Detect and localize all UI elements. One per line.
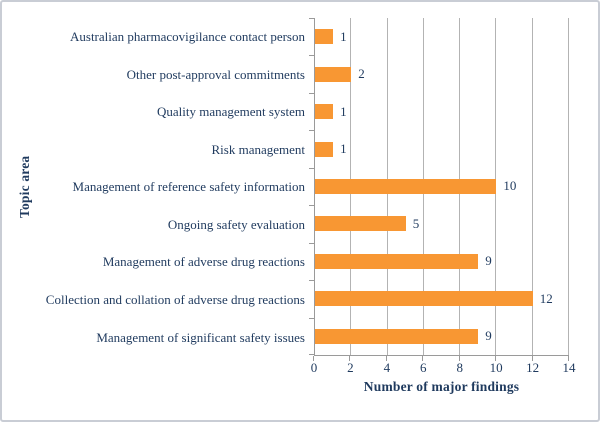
y-axis-tick-mark xyxy=(309,92,314,94)
category-label: Management of significant safety issues xyxy=(96,329,305,345)
category-label: Quality management system xyxy=(156,104,305,120)
x-axis-tick-mark xyxy=(313,356,314,361)
category-label: Risk management xyxy=(211,141,305,157)
bar-row: 12 xyxy=(315,280,569,317)
y-axis-tick-mark xyxy=(309,317,314,319)
bar xyxy=(315,178,497,194)
bar xyxy=(315,328,479,344)
x-axis-tick-mark xyxy=(495,356,497,361)
bar xyxy=(315,29,334,45)
bar-row: 1 xyxy=(315,93,569,130)
bar-value-label: 1 xyxy=(340,28,347,44)
x-axis-tick-mark xyxy=(349,356,351,361)
x-axis-title: Number of major findings xyxy=(363,379,520,394)
x-axis-ticks: 0 2 4 6 8 10 12 14 xyxy=(310,356,576,377)
bar xyxy=(315,216,406,232)
x-tick-label: 14 xyxy=(562,360,576,375)
y-axis-tick-mark xyxy=(309,167,314,169)
x-tick-label: 10 xyxy=(489,360,503,375)
x-tick-label: 4 xyxy=(383,360,391,375)
x-axis-tick-mark xyxy=(385,356,387,361)
y-axis-tick-mark xyxy=(309,280,314,282)
x-tick-label: 8 xyxy=(456,360,463,375)
bar xyxy=(315,291,533,307)
bar-value-label: 10 xyxy=(503,178,517,194)
x-tick-label: 6 xyxy=(420,360,427,375)
category-label: Management of reference safety informati… xyxy=(72,179,305,195)
y-axis-title: Topic area xyxy=(17,155,32,219)
bar-value-label: 12 xyxy=(539,290,553,306)
y-axis-tick-mark xyxy=(309,242,314,244)
bar xyxy=(315,66,352,82)
category-label: Management of adverse drug reactions xyxy=(102,254,305,270)
y-axis-tick-mark xyxy=(309,205,314,207)
bar-row: 1 xyxy=(315,18,569,55)
plot-area: 1 2 1 1 10 5 9 12 9 xyxy=(309,18,569,356)
bar-row: 5 xyxy=(315,205,569,242)
y-axis-tick-mark xyxy=(309,18,314,19)
bar-value-label: 1 xyxy=(340,103,347,119)
bar xyxy=(315,104,334,120)
bar-row: 2 xyxy=(315,55,569,92)
x-tick-label: 12 xyxy=(526,360,540,375)
bar-value-label: 5 xyxy=(412,215,420,231)
y-axis-tick-mark xyxy=(309,354,314,355)
bar-row: 10 xyxy=(315,168,569,205)
bar-value-label: 9 xyxy=(485,328,492,344)
bar-value-label: 9 xyxy=(485,253,492,269)
category-labels: Australian pharmacovigilance contact per… xyxy=(38,18,314,356)
category-label: Ongoing safety evaluation xyxy=(167,216,305,232)
bar xyxy=(315,141,334,157)
category-label: Collection and collation of adverse drug… xyxy=(45,291,305,307)
x-axis-tick-mark xyxy=(568,356,569,361)
x-axis-tick-mark xyxy=(531,356,533,361)
bar-value-label: 1 xyxy=(340,141,347,157)
gridline xyxy=(531,18,533,355)
bar-value-label: 2 xyxy=(358,66,365,82)
x-tick-label: 0 xyxy=(310,360,318,375)
x-axis-tick-mark xyxy=(422,356,424,361)
bar-row: 9 xyxy=(315,243,569,280)
bar-chart: Topic area Australian pharmacovigilance … xyxy=(12,18,598,403)
bar-row: 1 xyxy=(315,130,569,167)
category-label: Australian pharmacovigilance contact per… xyxy=(70,29,305,45)
bar-row: 9 xyxy=(315,318,569,355)
x-tick-label: 2 xyxy=(347,360,354,375)
bar xyxy=(315,253,479,269)
category-label: Other post-approval commitments xyxy=(126,66,305,82)
y-axis-tick-mark xyxy=(309,55,314,57)
y-axis-tick-mark xyxy=(309,130,314,132)
gridline xyxy=(568,18,569,355)
x-axis-tick-mark xyxy=(458,356,460,361)
